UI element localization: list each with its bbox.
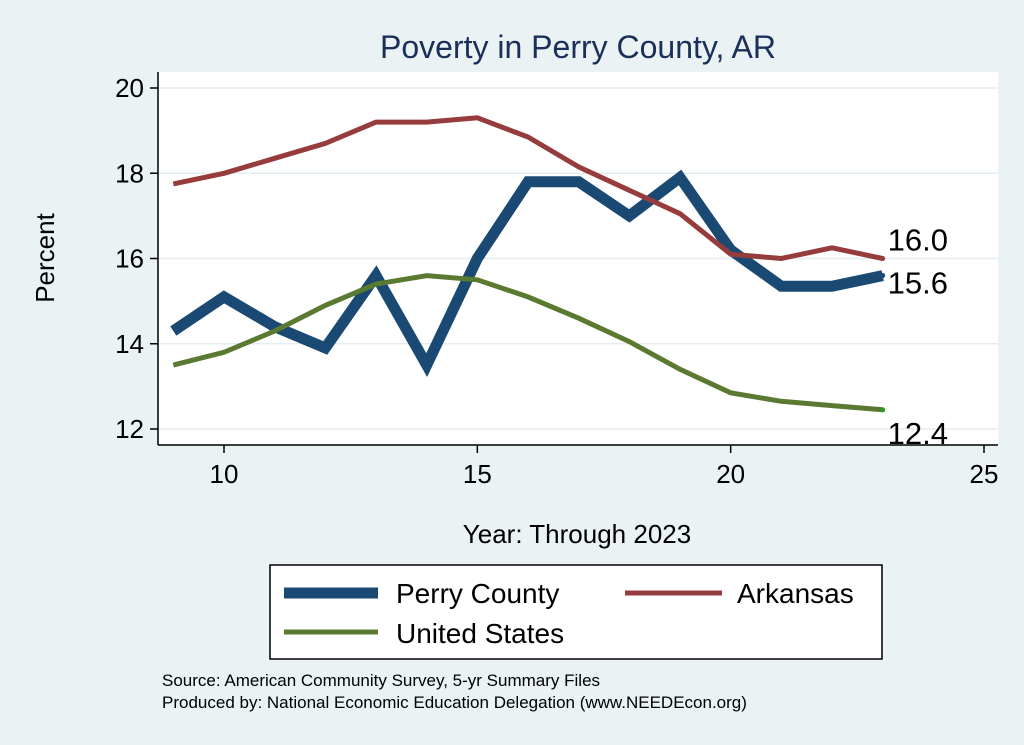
tick-label-y-20: 20 [115,73,144,103]
tick-label-y-14: 14 [115,329,144,359]
tick-label-y-12: 12 [115,414,144,444]
end-labels: 15.6 16.0 12.4 [888,223,948,451]
endpoint-united-states [880,407,886,413]
source-note: Source: American Community Survey, 5-yr … [162,671,600,690]
legend-label-perry: Perry County [396,578,559,609]
axis-ticks: 12 14 16 18 20 10 15 20 25 [115,73,998,489]
series-line-perry-county [170,169,884,378]
series-line-united-states [172,273,883,413]
end-label-arkansas: 16.0 [888,223,948,258]
tick-label-x-20: 20 [716,459,745,489]
endpoint-arkansas [880,256,886,261]
tick-label-x-25: 25 [970,459,999,489]
legend-label-us: United States [396,618,564,649]
end-label-perry-county: 15.6 [888,266,948,301]
chart-title: Poverty in Perry County, AR [380,29,776,65]
series-line-arkansas [172,115,884,262]
legend-label-arkansas: Arkansas [737,578,854,609]
endpoint-perry-county [880,273,886,279]
end-label-united-states: 12.4 [888,416,948,451]
gridlines [158,87,998,430]
legend-box [269,564,883,660]
y-axis-label: Percent [30,212,60,302]
series-lines [170,115,886,413]
x-axis-label: Year: Through 2023 [463,519,691,549]
tick-label-x-15: 15 [463,459,492,489]
produced-note: Produced by: National Economic Education… [162,693,747,712]
tick-label-y-16: 16 [115,244,144,274]
tick-label-y-18: 18 [115,158,144,188]
tick-label-x-10: 10 [210,459,239,489]
